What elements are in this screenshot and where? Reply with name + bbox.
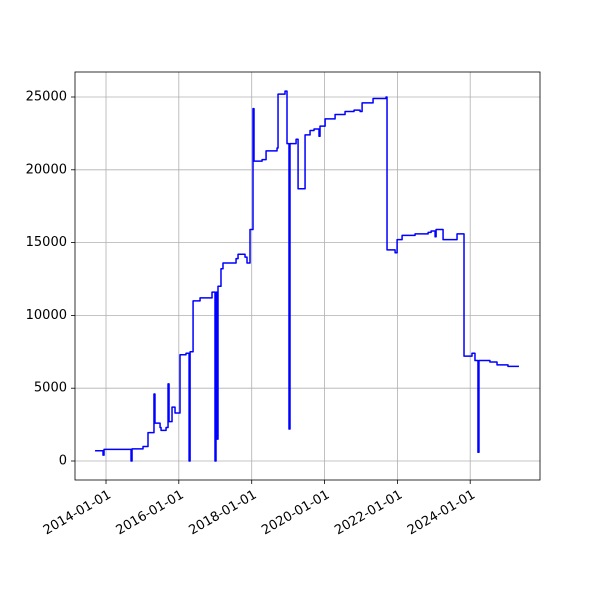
y-tick-label: 25000 [26,89,67,104]
y-tick-label: 5000 [34,381,67,396]
x-tick-label: 2014-01-01 [41,488,114,539]
x-tick-label: 2024-01-01 [405,488,478,539]
x-tick-label: 2022-01-01 [332,488,405,539]
x-tick-label: 2018-01-01 [187,488,260,539]
y-tick-label: 10000 [26,308,67,323]
x-tick-label: 2020-01-01 [259,488,332,539]
y-tick-label: 15000 [26,235,67,250]
data-line [95,90,519,462]
y-tick-label: 20000 [26,162,67,177]
axes-frame [74,71,541,481]
x-tick-label: 2016-01-01 [114,488,187,539]
y-tick-label: 0 [59,453,67,468]
